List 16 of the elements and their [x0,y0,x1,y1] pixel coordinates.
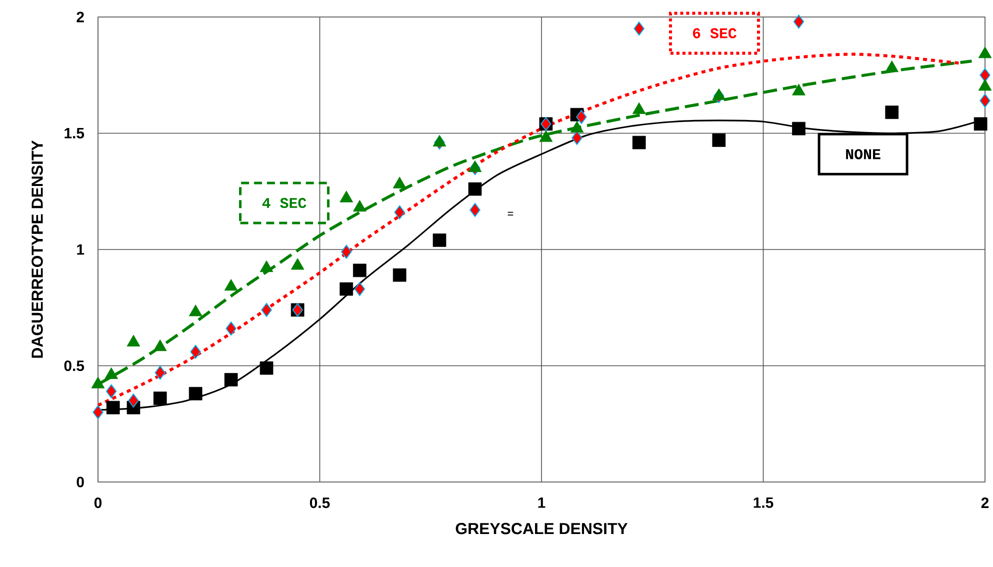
x-tick-label: 2 [981,498,989,508]
y-axis-title: DAGUERREOTYPE DENSITY [32,140,43,358]
x-tick-label: 1.5 [754,498,774,508]
y-tick-label: 0 [76,476,84,488]
series-label: NONE [846,149,880,160]
x-tick-label: 0 [94,498,102,508]
y-tick-label: 1.5 [64,128,84,138]
series-label: 6 SEC [692,28,736,38]
x-tick-label: 1 [538,498,546,508]
y-tick-label: 1 [77,244,84,255]
y-tick-label: 2 [76,12,84,22]
y-tick-label: 0.5 [64,360,84,372]
annotation: = [508,212,514,216]
x-axis-title: GREYSCALE DENSITY [456,522,628,534]
x-tick-label: 0.5 [310,498,330,508]
text: 4 SEC [262,198,306,208]
